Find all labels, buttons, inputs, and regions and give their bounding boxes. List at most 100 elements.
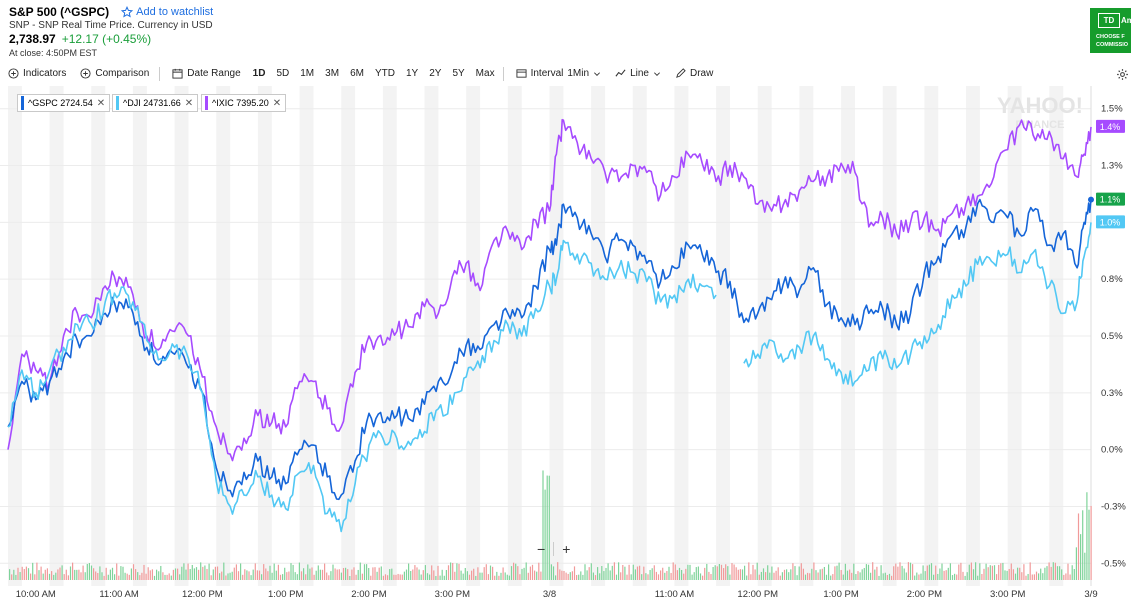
volume-bar (699, 573, 702, 580)
volume-bar (956, 574, 958, 580)
volume-bar (909, 562, 912, 580)
price-chart[interactable]: YAHOO! FINANCE 1.5%1.3%1.0%0.8%0.5%0.3%0… (0, 86, 1131, 609)
volume-bar (578, 574, 580, 580)
volume-bar (288, 571, 290, 580)
volume-bar (237, 571, 240, 580)
volume-bar (977, 575, 979, 580)
volume-bar (1019, 567, 1021, 580)
volume-bar (168, 573, 170, 580)
chart-type-dropdown[interactable]: Line (615, 68, 661, 79)
advertisement[interactable]: TD Am CHOOSE F COMMISSIO (1090, 8, 1131, 53)
volume-bar (899, 562, 901, 580)
volume-bar (767, 565, 769, 580)
add-to-watchlist-button[interactable]: Add to watchlist (121, 6, 213, 18)
volume-bar (821, 568, 823, 580)
comparison-chip-gspc[interactable]: ^GSPC 2724.54 ✕ (17, 94, 111, 112)
volume-bar (529, 566, 531, 580)
range-1m[interactable]: 1M (300, 68, 315, 79)
draw-button[interactable]: Draw (675, 68, 713, 79)
volume-bar (798, 566, 800, 580)
range-3m[interactable]: 3M (325, 68, 340, 79)
volume-bar (1069, 574, 1071, 580)
volume-bar (655, 571, 657, 580)
volume-bar (964, 575, 966, 580)
x-tick-label: 3:00 PM (435, 589, 470, 600)
volume-bar (334, 568, 336, 580)
volume-bar (622, 564, 624, 580)
volume-bar (93, 568, 95, 580)
volume-bar (576, 575, 578, 580)
volume-bar (263, 564, 265, 580)
volume-bar (15, 574, 17, 580)
volume-bar (324, 563, 326, 580)
calendar-icon (172, 68, 183, 79)
volume-bar (1048, 562, 1050, 580)
x-tick-label: 10:00 AM (16, 589, 56, 600)
comparison-chip-ixic[interactable]: ^IXIC 7395.20 ✕ (201, 94, 287, 112)
volume-bar (368, 568, 370, 580)
x-tick-label: 11:00 AM (99, 589, 139, 600)
volume-bar (105, 567, 107, 580)
close-icon[interactable]: ✕ (272, 97, 282, 109)
volume-bar (36, 562, 38, 580)
close-icon[interactable]: ✕ (184, 97, 194, 109)
range-5y[interactable]: 5Y (452, 68, 465, 79)
volume-bar (277, 564, 279, 580)
volume-bar (69, 566, 72, 580)
volume-bar (710, 574, 712, 580)
volume-bar (294, 572, 296, 580)
date-range-label: Date Range (187, 68, 241, 79)
volume-bar (737, 569, 739, 580)
ad-line-2: COMMISSIO (1096, 42, 1129, 48)
last-point-marker (1088, 196, 1094, 203)
volume-bar (55, 572, 57, 580)
interval-dropdown[interactable]: Interval 1Min (516, 68, 601, 79)
range-1d[interactable]: 1D (252, 68, 266, 79)
indicators-button[interactable]: Indicators (8, 68, 66, 79)
volume-bar (416, 567, 418, 580)
volume-bar (611, 565, 613, 580)
volume-bar (252, 569, 254, 580)
volume-bar (248, 571, 250, 580)
comparison-chip-dji[interactable]: ^DJI 24731.66 ✕ (112, 94, 199, 112)
volume-bar (195, 567, 198, 580)
comparison-button[interactable]: Comparison (80, 68, 149, 79)
volume-bar (981, 573, 983, 580)
zoom-in-button[interactable]: + (562, 541, 571, 557)
range-1y[interactable]: 1Y (405, 68, 419, 79)
volume-bar (477, 567, 479, 580)
volume-bar (219, 573, 221, 580)
chip-color-swatch (116, 96, 119, 110)
volume-bar (542, 470, 544, 580)
range-2y[interactable]: 2Y (429, 68, 442, 79)
close-icon[interactable]: ✕ (96, 97, 106, 109)
volume-bar (485, 564, 487, 580)
range-ytd[interactable]: YTD (374, 68, 395, 79)
range-6m[interactable]: 6M (350, 68, 364, 79)
volume-bar (777, 567, 779, 580)
volume-bar (1054, 562, 1056, 580)
range-max[interactable]: Max (475, 68, 495, 79)
volume-bar (954, 573, 956, 580)
volume-bar (674, 564, 676, 580)
series-line-gspc (7, 198, 1092, 501)
zoom-out-button[interactable]: − (537, 541, 546, 557)
volume-bar (590, 563, 592, 580)
volume-bar (456, 563, 458, 580)
volume-bar (527, 572, 529, 580)
range-5d[interactable]: 5D (276, 68, 290, 79)
volume-bar (435, 575, 437, 580)
volume-bar (760, 571, 762, 580)
volume-bar (865, 564, 867, 580)
volume-bar (454, 571, 456, 580)
volume-bar (462, 573, 464, 580)
date-range-button[interactable]: Date Range (172, 68, 241, 79)
volume-bar (494, 575, 496, 580)
gear-icon[interactable] (1116, 68, 1129, 81)
volume-bar (897, 566, 899, 580)
volume-bar (475, 575, 477, 580)
end-label-box (1096, 192, 1125, 206)
volume-bar (970, 562, 972, 580)
volume-bar (405, 569, 408, 580)
volume-bar (641, 574, 643, 580)
